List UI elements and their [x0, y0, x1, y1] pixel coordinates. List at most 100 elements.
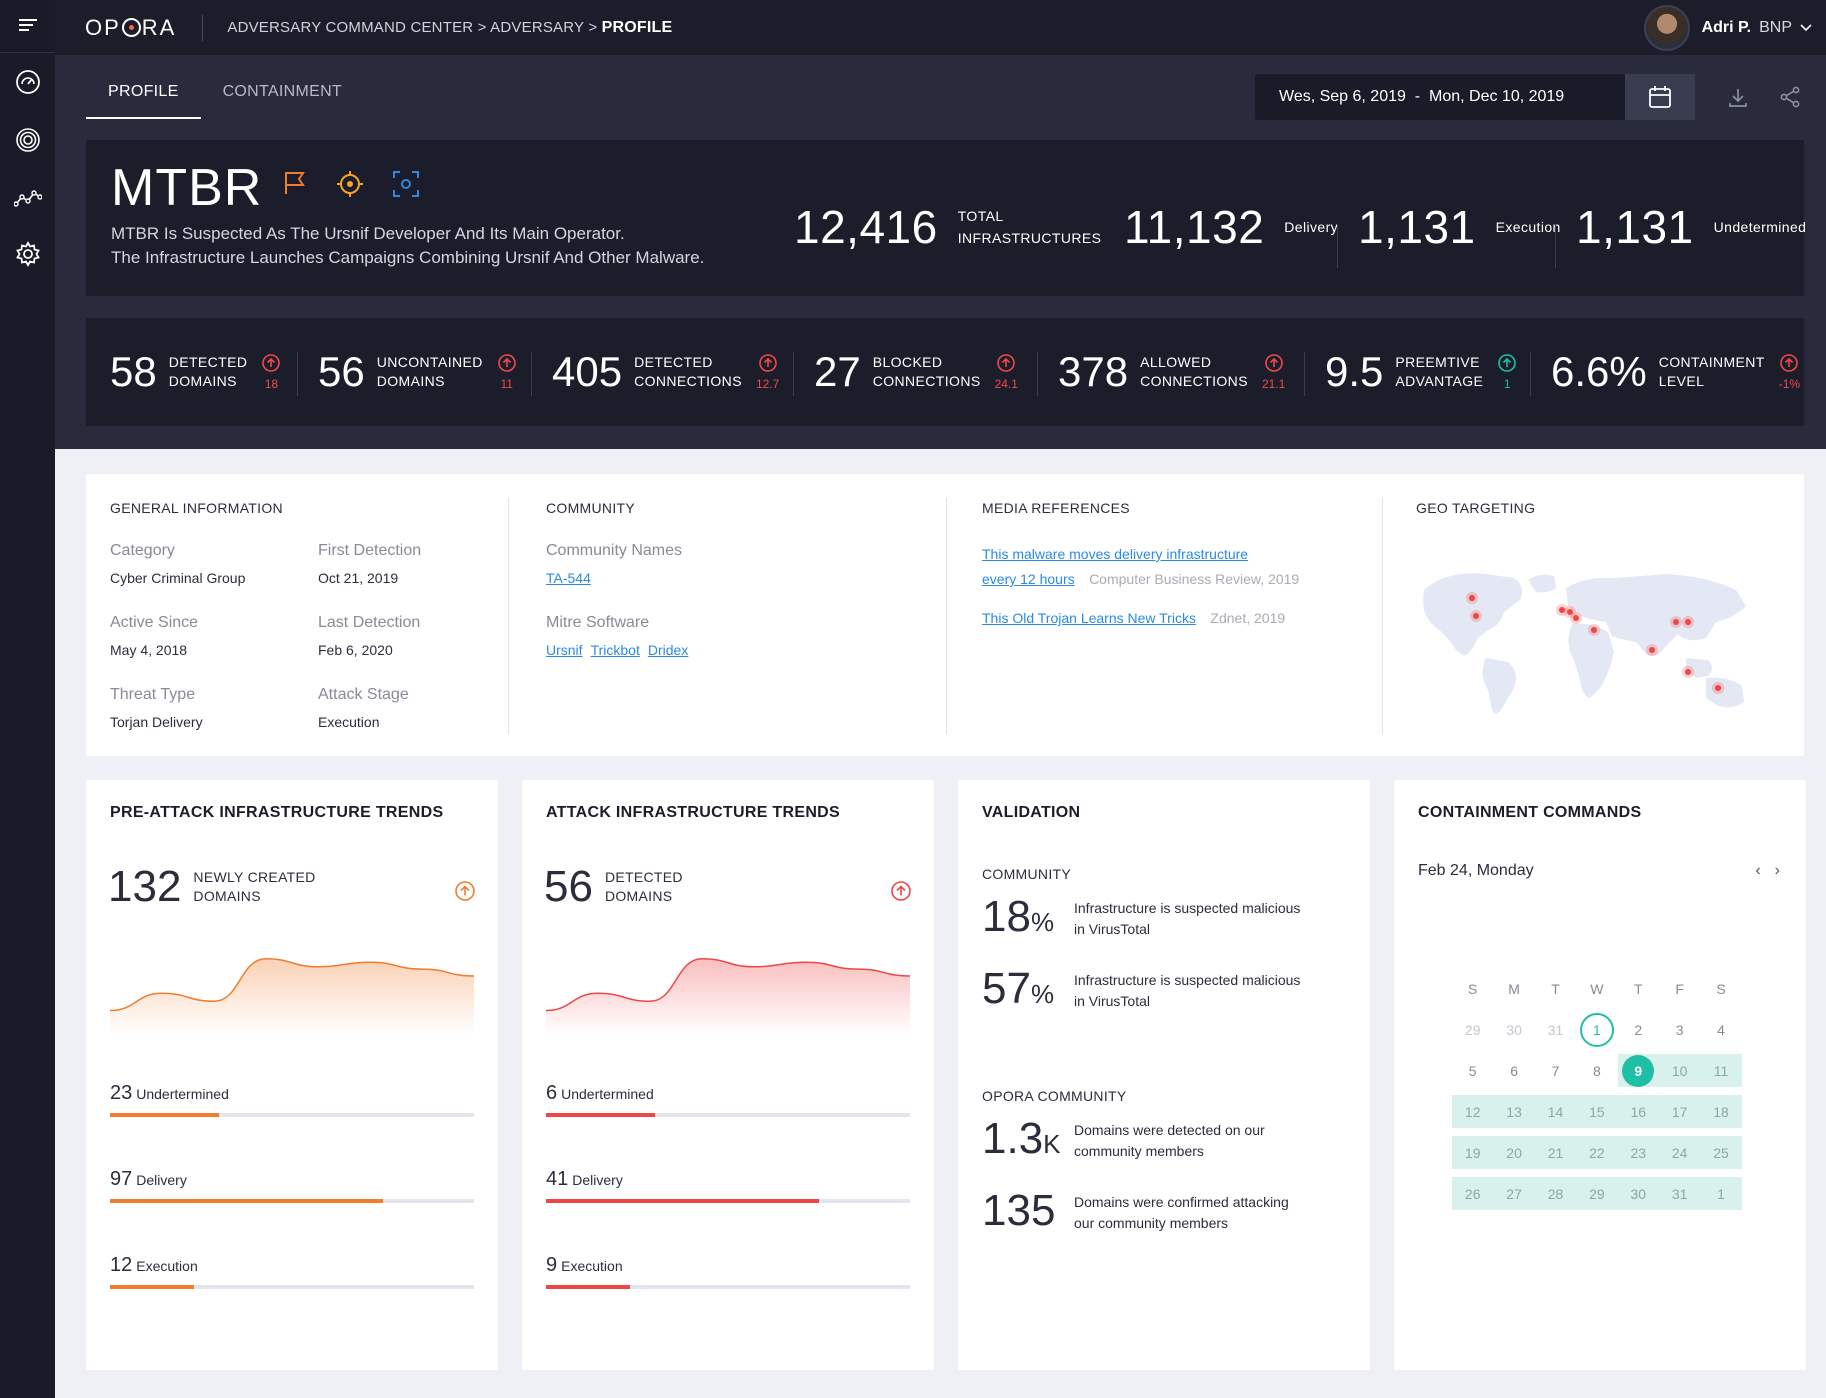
calendar-day-selected[interactable]: 9	[1617, 1054, 1659, 1087]
share-icon[interactable]	[1777, 84, 1803, 110]
info-card: GENERAL INFORMATION Category Cyber Crimi…	[86, 474, 1804, 756]
media-references: MEDIA REFERENCES This malware moves deli…	[982, 500, 1362, 628]
calendar-day[interactable]: 20	[1493, 1136, 1535, 1169]
menu-icon[interactable]	[0, 0, 55, 50]
opora-logo[interactable]: OP RA	[85, 15, 176, 41]
sidebar	[0, 0, 55, 1398]
adversary-summary-panel: MTBR MTBR Is Suspected As The Ursnif Dev…	[86, 140, 1807, 296]
calendar-day[interactable]: 1	[1700, 1177, 1742, 1210]
kpi-preemptive-advantage[interactable]: 9.5 PREEMTIVE ADVANTAGE 1	[1325, 348, 1517, 396]
validation-row: 1.3K Domains were detected on our communi…	[982, 1114, 1265, 1163]
mitre-link-dridex[interactable]: Dridex	[647, 642, 689, 658]
calendar-day[interactable]: 4	[1717, 1021, 1725, 1038]
media-link[interactable]: This Old Trojan Learns New Tricks	[982, 610, 1196, 626]
calendar-day[interactable]: 31	[1547, 1021, 1564, 1038]
analytics-icon[interactable]	[0, 170, 55, 226]
calendar-day[interactable]: 26	[1452, 1177, 1494, 1210]
calendar-day[interactable]: 7	[1551, 1062, 1560, 1079]
calendar-week: 12 13 14 15 16 17 18	[1452, 1091, 1742, 1132]
adversary-name: MTBR	[111, 159, 263, 217]
chevron-left-icon[interactable]: ‹	[1755, 862, 1761, 879]
field-value: Cyber Criminal Group	[110, 570, 246, 586]
calendar-day[interactable]: 2	[1634, 1021, 1643, 1038]
calendar-day[interactable]: 24	[1658, 1136, 1701, 1169]
calendar-week: 29 30 31 1 2 3 4	[1452, 1009, 1742, 1050]
calendar-day[interactable]: 11	[1700, 1054, 1742, 1087]
kpi-blocked-connections[interactable]: 27 BLOCKED CONNECTIONS 24.1	[814, 348, 1018, 396]
calendar-day[interactable]: 10	[1658, 1054, 1701, 1087]
trend-chart[interactable]	[546, 920, 910, 1035]
calendar-day[interactable]: 19	[1452, 1136, 1494, 1169]
calendar-day[interactable]: 15	[1576, 1095, 1618, 1128]
calendar-day[interactable]: 25	[1700, 1136, 1742, 1169]
calendar-day[interactable]: 16	[1617, 1095, 1659, 1128]
crosshair-icon[interactable]	[336, 170, 364, 198]
kpi-detected-connections[interactable]: 405 DETECTED CONNECTIONS 12.7	[552, 348, 779, 396]
media-link[interactable]: This malware moves delivery infrastructu…	[982, 546, 1249, 562]
chevron-right-icon[interactable]: ›	[1774, 862, 1780, 879]
kpi-containment-level[interactable]: 6.6% CONTAINMENT LEVEL -1%	[1551, 348, 1800, 396]
kpi-allowed-connections[interactable]: 378 ALLOWED CONNECTIONS 21.1	[1058, 348, 1285, 396]
calendar-day[interactable]: 17	[1658, 1095, 1701, 1128]
kpi-uncontained-domains[interactable]: 56 UNCONTAINED DOMAINS 11	[318, 348, 517, 396]
calendar-day[interactable]: 29	[1464, 1021, 1481, 1038]
card-title: CONTAINMENT COMMANDS	[1418, 804, 1642, 821]
calendar-day[interactable]: 23	[1617, 1136, 1659, 1169]
user-menu[interactable]: Adri P. BNP	[1643, 0, 1812, 55]
card-title: ATTACK INFRASTRUCTURE TRENDS	[546, 804, 841, 821]
calendar-day[interactable]: 27	[1493, 1177, 1535, 1210]
chevron-down-icon[interactable]	[1800, 23, 1812, 32]
kpi-label: UNCONTAINED DOMAINS	[376, 354, 483, 389]
calendar-day[interactable]: 31	[1658, 1177, 1701, 1210]
calendar-button[interactable]	[1625, 74, 1695, 120]
calendar-day[interactable]: 3	[1675, 1021, 1684, 1038]
date-range-text[interactable]: Wes, Sep 6, 2019 - Mon, Dec 10, 2019	[1279, 88, 1565, 105]
calendar-day[interactable]: 29	[1576, 1177, 1618, 1210]
fingerprint-icon[interactable]	[0, 112, 55, 168]
stat-label: Undetermined	[1713, 219, 1807, 235]
flag-icon[interactable]	[282, 170, 308, 196]
community-name-link[interactable]: TA-544	[546, 570, 591, 586]
world-map[interactable]	[1416, 560, 1776, 720]
bar-delivery: 97 Delivery	[110, 1168, 474, 1203]
calendar-day[interactable]: 21	[1534, 1136, 1577, 1169]
media-link-cont[interactable]: every 12 hours	[982, 571, 1075, 587]
calendar-day[interactable]: 8	[1592, 1062, 1601, 1079]
scan-focus-icon[interactable]	[392, 170, 420, 198]
settings-gear-icon[interactable]	[0, 226, 55, 282]
opora-community-subtitle: OPORA COMMUNITY	[982, 1088, 1127, 1104]
download-icon[interactable]	[1725, 84, 1751, 110]
bar-fill	[546, 1113, 656, 1117]
field-value: Torjan Delivery	[110, 714, 203, 730]
bar-delivery: 41 Delivery	[546, 1168, 910, 1203]
date-range-picker[interactable]: Wes, Sep 6, 2019 - Mon, Dec 10, 2019	[1255, 74, 1695, 120]
field-value: Feb 6, 2020	[318, 642, 393, 658]
calendar-day-today[interactable]: 1	[1576, 1012, 1617, 1047]
calendar-day[interactable]: 14	[1534, 1095, 1577, 1128]
calendar-day[interactable]: 5	[1468, 1062, 1477, 1079]
avatar[interactable]	[1643, 4, 1690, 51]
tab-containment[interactable]: CONTAINMENT	[222, 83, 343, 100]
calendar-day[interactable]: 28	[1534, 1177, 1577, 1210]
calendar-day[interactable]: 12	[1452, 1095, 1494, 1128]
tab-profile[interactable]: PROFILE	[86, 68, 201, 119]
breadcrumb-path[interactable]: ADVERSARY COMMAND CENTER > ADVERSARY >	[227, 18, 602, 36]
calendar-day[interactable]: 30	[1617, 1177, 1659, 1210]
section-title: GEO TARGETING	[1416, 500, 1536, 516]
stat-label: Delivery	[1284, 219, 1339, 235]
calendar-day[interactable]: 6	[1510, 1062, 1518, 1079]
stat-label: Execution	[1495, 219, 1561, 235]
calendar-day[interactable]: 22	[1576, 1136, 1618, 1169]
media-source: Zdnet, 2019	[1210, 610, 1286, 626]
calendar-day[interactable]: 18	[1700, 1095, 1742, 1128]
calendar-day[interactable]: 30	[1506, 1021, 1522, 1038]
kpi-detected-domains[interactable]: 58 DETECTED DOMAINS 18	[110, 348, 281, 396]
dashboard-icon[interactable]	[0, 54, 55, 110]
calendar-day[interactable]: 13	[1493, 1095, 1535, 1128]
mitre-link-ursnif[interactable]: Ursnif	[546, 642, 583, 658]
stat-execution: 1,131 Execution	[1358, 200, 1561, 254]
divider	[946, 498, 947, 734]
mitre-link-trickbot[interactable]: Trickbot	[590, 642, 640, 658]
field-label: Last Detection	[318, 614, 421, 631]
trend-chart[interactable]	[110, 920, 474, 1035]
